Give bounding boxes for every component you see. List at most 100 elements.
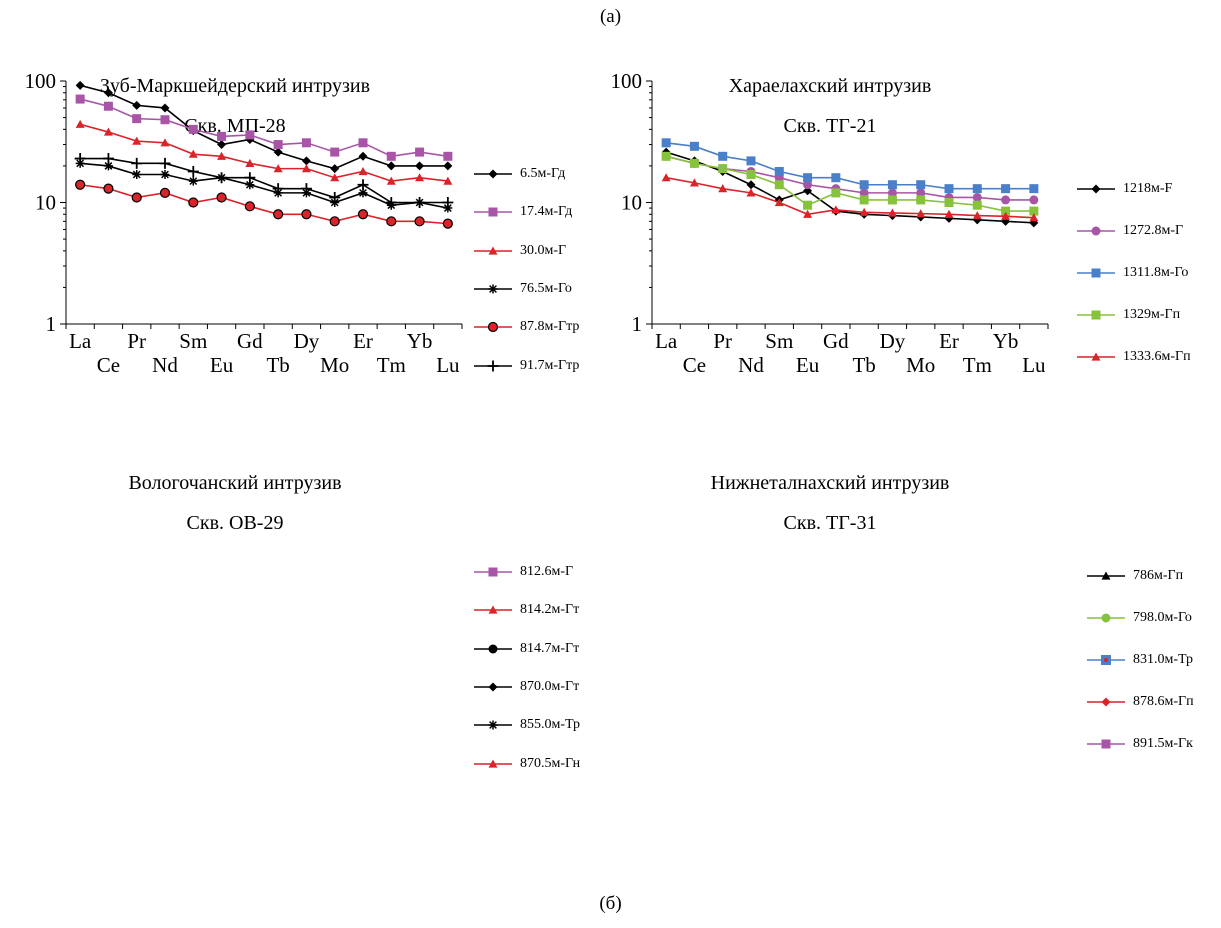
series-line [79,98,448,158]
x-tick-label: Er [353,329,373,353]
y-tick-label: 100 [611,70,643,93]
data-point [443,203,453,213]
data-point [1001,206,1011,216]
data-point [75,119,85,128]
data-point [746,156,756,166]
legend-label: 812.6м-Г [520,564,574,579]
y-tick-label: 1 [46,312,57,336]
legend-swatch [474,720,512,730]
data-point [358,188,368,198]
data-point [1029,213,1039,222]
legend-label: 814.7м-Гт [520,640,580,656]
legend-label: 6.5м-Гд [520,166,566,181]
data-point [887,195,897,205]
series-4 [661,173,1039,222]
x-tick-label: Ce [97,353,120,377]
legend-label: 878.6м-Гп [1133,694,1194,709]
data-point [188,176,198,186]
data-point [272,183,284,195]
data-point [217,140,227,150]
data-point [330,147,340,157]
legend-label: 831.0м-Тр [1133,652,1194,667]
legend-marker [487,322,499,333]
data-point [75,179,86,190]
data-point [75,94,85,104]
x-tick-label: Lu [1022,353,1046,377]
legend-marker [488,169,498,179]
data-point [273,140,283,150]
data-point [103,183,114,194]
data-point [859,207,869,216]
legend-marker [1091,226,1101,236]
data-point [944,198,954,207]
chart-legend: 786м-Гп 798.0м-Го 831.0м-Тр 878.6м-Гп 891.5м… [1085,567,1215,777]
x-tick-label: Tm [377,353,406,377]
data-point [1029,206,1039,216]
chart-subtitle: Скв. ОВ-29 [186,512,284,534]
data-point [718,151,728,161]
data-point [301,209,312,220]
data-point [859,188,869,198]
data-point [103,161,113,171]
data-point [188,124,198,134]
legend-swatch [1087,697,1125,707]
legend-marker [488,759,498,768]
legend-label: 798.0м-Го [1133,610,1192,625]
y-tick-label: 10 [621,191,642,215]
data-point [301,164,311,173]
legend-label: 30.0м-Г [520,242,567,258]
data-point [103,101,113,111]
legend-label: 91.7м-Гтр [520,357,580,373]
y-tick-label: 1 [632,312,643,336]
data-point [803,180,813,190]
chart-subtitle: Скв. МП-28 [184,115,286,137]
data-point [944,184,954,194]
legend-swatch [1077,268,1115,278]
data-point [661,151,671,161]
series-2 [75,119,453,185]
data-point [358,151,368,161]
legend-marker [488,284,498,294]
data-point [245,130,255,140]
data-point [689,158,699,168]
data-point [358,138,368,148]
series-line [665,176,1034,219]
x-tick-label: Sm [179,329,207,353]
data-point [301,138,311,148]
chart-title: Зуб-Маркшейдерский интрузив [99,75,371,97]
legend-swatch [474,360,512,372]
x-tick-label: Yb [993,329,1019,353]
chart-subtitle: Скв. ТГ-31 [783,512,877,534]
chart-title: Нижнеталнахский интрузив [710,472,950,494]
data-point [75,80,85,90]
figure-label-a: (а) [599,6,622,27]
data-point [831,188,841,198]
data-point [329,216,340,227]
data-point [245,158,255,167]
data-point [244,172,256,184]
chart-panel-zub-marksheider: Зуб-Маркшейдерский интрузив Скв. МП-28 1… [0,70,610,420]
data-point [661,173,671,182]
chart-panel-nizhnetalnakh: Нижнеталнахский интрузив Скв. ТГ-31 1101… [590,467,1221,817]
data-point [1001,211,1011,220]
data-point [887,180,897,190]
x-tick-label: Eu [796,353,820,377]
legend-label: 870.5м-Гн [520,755,581,771]
data-point [972,200,982,210]
data-point [273,164,283,173]
legend-swatch [474,207,512,217]
chart-title: Хараелахский интрузив [728,75,932,97]
data-point [972,184,982,194]
x-tick-label: La [69,329,92,353]
data-point [414,197,426,208]
x-tick-label: Tb [266,353,289,377]
data-point [443,176,453,185]
x-tick-label: Dy [880,329,906,353]
legend-label: 1218м-F [1123,181,1173,196]
legend-marker [1101,697,1111,707]
legend-marker [488,644,498,654]
data-point [217,131,227,141]
x-tick-label: Mo [320,353,349,377]
